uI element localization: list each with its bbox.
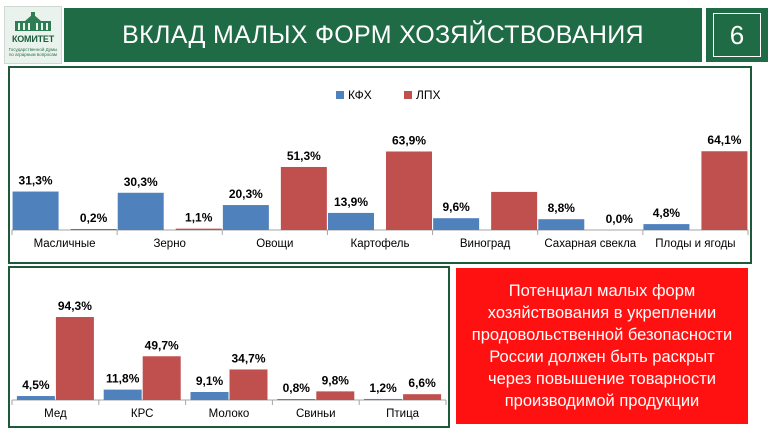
- data-label: 9,8%: [322, 373, 350, 387]
- bar-lph: [386, 151, 432, 230]
- x-tick-label: Сахарная свекла: [544, 238, 636, 250]
- data-label: 30,3%: [124, 175, 158, 189]
- data-label: 20,3%: [229, 187, 263, 201]
- bar-kfh: [643, 224, 690, 230]
- bar-kfh: [328, 212, 374, 230]
- legend-label-kfh: КФХ: [348, 88, 372, 102]
- x-tick-label: Овощи: [256, 238, 293, 250]
- committee-logo: КОМИТЕТ Государственной Думы по аграрным…: [4, 6, 62, 64]
- callout-text: Потенциал малых форм хозяйствования в ук…: [471, 282, 733, 410]
- bar-kfh: [433, 218, 480, 230]
- chart-frame-crops: Масличные 31,3% 0,2% Зерно 30,3% 1,1% Овощи 20,…: [8, 66, 752, 264]
- page-number: 6: [713, 13, 761, 57]
- callout-box: Потенциал малых форм хозяйствования в ук…: [456, 268, 748, 424]
- x-tick-label: Птица: [386, 408, 420, 420]
- data-label: 9,6%: [442, 200, 470, 214]
- bar-lph: [229, 369, 268, 400]
- logo-subtitle: Государственной Думы по аграрным вопроса…: [8, 47, 58, 57]
- x-tick-label: Картофель: [351, 238, 410, 250]
- bar-kfh: [117, 192, 164, 230]
- bar-lph: [70, 229, 117, 230]
- bar-lph: [55, 317, 94, 400]
- data-label: 9,1%: [196, 374, 224, 388]
- bar-kfh: [222, 205, 269, 230]
- data-label: 31,3%: [19, 174, 53, 188]
- data-label: 11,8%: [106, 372, 140, 386]
- x-tick-label: Плоды и ягоды: [655, 238, 735, 250]
- data-label: 0,8%: [283, 381, 311, 395]
- legend-swatch-lph: [404, 91, 412, 99]
- x-tick-label: Мед: [44, 408, 67, 420]
- legend-label-lph: ЛПХ: [416, 88, 441, 102]
- data-label: 8,8%: [548, 201, 576, 215]
- x-tick-label: Молоко: [209, 408, 250, 420]
- bar-kfh: [277, 399, 316, 400]
- bar-kfh: [364, 398, 403, 400]
- x-tick-label: Виноград: [460, 238, 511, 250]
- bar-lph: [491, 191, 538, 230]
- data-label: 1,1%: [185, 211, 213, 225]
- page-number-box: 6: [706, 8, 768, 62]
- data-label: 34,7%: [231, 351, 265, 365]
- chart-frame-livestock: Мед 4,5% 94,3% КРС 11,8% 49,7% Молоко 9,1% 34,7%…: [8, 266, 450, 428]
- x-tick-label: Свиньи: [296, 408, 336, 420]
- bar-kfh: [538, 219, 585, 230]
- logo-word: КОМИТЕТ: [11, 34, 55, 44]
- bar-kfh: [103, 389, 142, 400]
- bar-lph: [701, 151, 748, 230]
- x-tick-label: Зерно: [153, 238, 185, 250]
- data-label: 1,2%: [369, 381, 397, 395]
- data-label: 94,3%: [58, 299, 92, 313]
- bar-lph: [280, 166, 327, 230]
- livestock-bar-chart: Мед 4,5% 94,3% КРС 11,8% 49,7% Молоко 9,1% 34,7%…: [11, 299, 447, 420]
- x-tick-label: Масличные: [34, 238, 96, 250]
- data-label: 13,9%: [334, 195, 368, 209]
- data-label: 63,9%: [392, 133, 426, 147]
- bar-lph: [142, 356, 181, 400]
- data-label: 4,8%: [653, 206, 681, 220]
- bar-kfh: [12, 191, 59, 230]
- bar-lph: [403, 394, 442, 400]
- data-label: 0,2%: [80, 211, 108, 225]
- crops-bar-chart: Масличные 31,3% 0,2% Зерно 30,3% 1,1% Овощи 20,…: [11, 88, 749, 250]
- data-label: 6,6%: [408, 376, 436, 390]
- page-title: ВКЛАД МАЛЫХ ФОРМ ХОЗЯЙСТВОВАНИЯ: [64, 8, 702, 62]
- data-label: 49,7%: [145, 338, 179, 352]
- data-label: 0,0%: [606, 212, 634, 226]
- building-icon: [15, 12, 51, 31]
- data-label: 51,3%: [287, 149, 321, 163]
- data-label: 4,5%: [22, 378, 50, 392]
- bar-kfh: [16, 396, 55, 400]
- x-tick-label: КРС: [131, 408, 154, 420]
- bar-lph: [175, 228, 222, 230]
- bar-lph: [316, 391, 355, 400]
- bar-kfh: [190, 391, 229, 400]
- data-label: 64,1%: [707, 133, 741, 147]
- legend-swatch-kfh: [336, 91, 344, 99]
